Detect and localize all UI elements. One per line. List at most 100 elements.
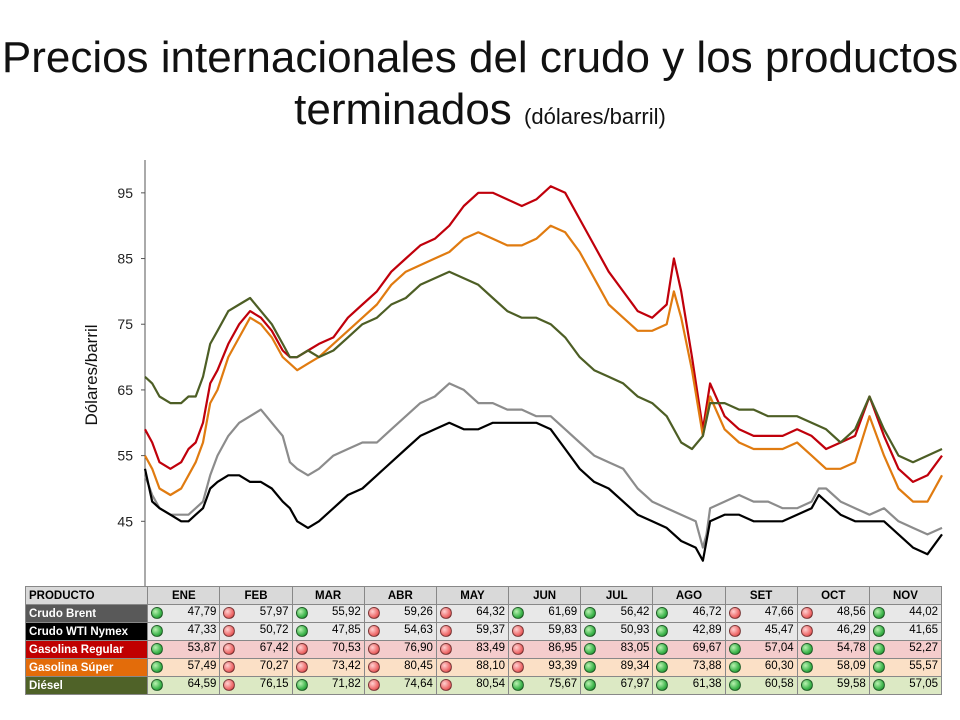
table-cell: 83,49 [435,640,510,659]
table-header-month: MAR [291,586,365,605]
table-cell-value: 70,53 [331,642,361,654]
table-cell: 54,78 [796,640,870,659]
y-tick-label: 85 [117,251,133,267]
table-cell: 59,58 [796,676,870,695]
table-header-month: ENE [147,586,221,605]
table-cell-value: 61,69 [548,606,578,618]
table-cell-value: 54,78 [837,642,866,654]
table-cell-value: 57,05 [909,678,938,690]
table-cell-value: 60,30 [764,660,794,672]
table-cell: 55,57 [868,658,943,677]
table-cell: 80,45 [363,658,437,677]
red-status-dot-icon [367,607,380,619]
red-status-dot-icon [439,643,452,655]
y-tick-label: 75 [117,316,133,332]
table-cell-value: 50,93 [620,624,650,636]
table-cell-value: 55,92 [331,606,361,618]
chart-title-main: Precios internacionales del crudo y los … [1,33,959,134]
table-cell: 57,97 [219,604,293,623]
table-cell: 41,65 [868,622,943,641]
table-cell: 57,04 [724,640,798,659]
table-cell: 45,47 [724,622,798,641]
table-cell: 42,89 [652,622,726,641]
green-status-dot-icon [151,607,164,619]
table-header-month: AGO [652,586,726,605]
table-cell: 47,33 [147,622,221,641]
series-line-regular [144,185,943,483]
table-header-month: NOV [868,586,943,605]
red-status-dot-icon [512,661,525,673]
table-cell: 61,38 [652,676,726,695]
table-cell: 73,42 [291,658,365,677]
y-tick-label: 95 [117,185,133,201]
green-status-dot-icon [151,679,164,691]
table-row-product: Crudo WTI Nymex [24,622,149,641]
table-cell-value: 47,66 [764,606,794,618]
table-cell: 59,26 [363,604,437,623]
table-cell: 48,56 [796,604,870,623]
chart-lines [143,185,943,562]
table-cell: 47,85 [291,622,365,641]
table-cell-value: 86,95 [548,642,578,654]
green-status-dot-icon [728,679,741,691]
table-cell-value: 47,33 [187,624,217,636]
green-status-dot-icon [295,679,308,691]
green-status-dot-icon [728,661,741,673]
table-cell-value: 52,27 [909,642,938,654]
chart-axes: 45 55 65 75 85 95 Dólares/barril [82,160,146,587]
red-status-dot-icon [728,607,741,619]
table-cell: 46,72 [652,604,726,623]
table-cell-value: 57,97 [259,606,289,618]
table-cell-value: 83,05 [620,642,650,654]
table-cell-value: 88,10 [476,660,506,672]
red-status-dot-icon [295,661,308,673]
table-cell: 44,02 [868,604,943,623]
y-axis-label: Dólares/barril [82,324,101,425]
table-cell-value: 80,54 [476,678,506,690]
green-status-dot-icon [800,661,813,673]
table-cell-value: 48,56 [837,606,866,618]
table-cell-value: 57,04 [764,642,794,654]
table-cell-value: 61,38 [692,678,722,690]
table-cell: 52,27 [868,640,943,659]
table-cell-value: 59,26 [404,606,433,618]
table-cell: 83,05 [580,640,654,659]
table-row: Crudo Brent 47,79 57,97 55,92 59,26 64,32 61,6… [24,604,943,623]
table-cell-value: 59,83 [548,624,578,636]
red-status-dot-icon [800,625,813,637]
green-status-dot-icon [512,679,525,691]
red-status-dot-icon [439,625,452,637]
table-header-month: OCT [796,586,870,605]
table-header-row: PRODUCTO ENE FEB MAR ABR MAY JUN JUL AGO SET OCT N… [24,586,943,605]
table-row-product: Crudo Brent [24,604,149,623]
table-header-month: JUL [580,586,654,605]
price-line-chart: 45 55 65 75 85 95 Dólares/barril [82,160,943,587]
green-status-dot-icon [656,625,669,637]
table-cell-value: 76,15 [259,678,289,690]
table-cell: 76,15 [219,676,293,695]
green-status-dot-icon [151,643,164,655]
green-status-dot-icon [872,661,885,673]
table-row: Diésel 64,59 76,15 71,82 74,64 80,54 75,67 67,9… [24,676,943,695]
table-row-product: Gasolina Regular [24,640,149,659]
table-cell: 57,49 [147,658,221,677]
table-cell-value: 74,64 [404,678,433,690]
table-header-month: JUN [508,586,582,605]
table-header-month: SET [724,586,798,605]
chart-title-unit: (dólares/barril) [524,104,666,129]
series-line-diesel [144,270,943,464]
red-status-dot-icon [223,661,236,673]
table-cell-value: 73,42 [331,660,361,672]
table-cell-value: 54,63 [404,624,433,636]
table-row: Crudo WTI Nymex 47,33 50,72 47,85 54,63 59,37… [24,622,943,641]
red-status-dot-icon [223,679,236,691]
green-status-dot-icon [728,643,741,655]
table-row: Gasolina Súper 57,49 70,27 73,42 80,45 88,10 9… [24,658,943,677]
red-status-dot-icon [512,625,525,637]
table-cell: 47,79 [147,604,221,623]
table-cell-value: 83,49 [476,642,506,654]
table-cell: 58,09 [796,658,870,677]
table-cell-value: 75,67 [548,678,578,690]
table-cell: 61,69 [508,604,582,623]
table-cell: 59,83 [508,622,582,641]
